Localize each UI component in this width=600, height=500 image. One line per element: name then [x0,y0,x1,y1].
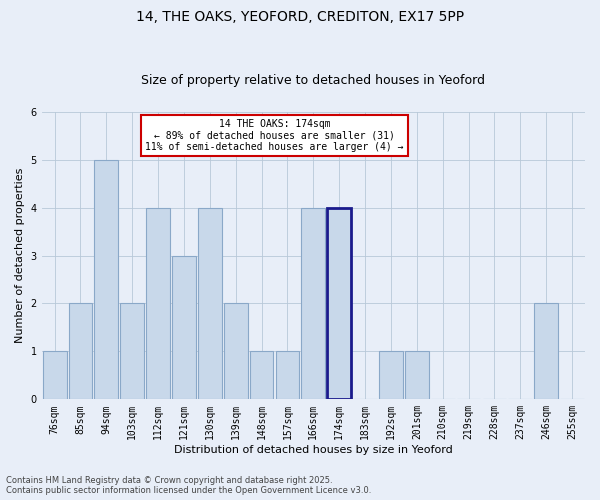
Text: Contains HM Land Registry data © Crown copyright and database right 2025.
Contai: Contains HM Land Registry data © Crown c… [6,476,371,495]
Bar [328,208,351,400]
Bar [301,208,325,400]
Bar [250,352,274,400]
Y-axis label: Number of detached properties: Number of detached properties [15,168,25,343]
X-axis label: Distribution of detached houses by size in Yeoford: Distribution of detached houses by size … [174,445,453,455]
Bar [121,304,144,400]
Text: 14 THE OAKS: 174sqm
← 89% of detached houses are smaller (31)
11% of semi-detach: 14 THE OAKS: 174sqm ← 89% of detached ho… [145,119,404,152]
Bar [379,352,403,400]
Bar [275,352,299,400]
Bar [405,352,429,400]
Bar [198,208,222,400]
Title: Size of property relative to detached houses in Yeoford: Size of property relative to detached ho… [142,74,485,87]
Bar [68,304,92,400]
Bar [94,160,118,400]
Bar [534,304,558,400]
Bar [43,352,67,400]
Bar [172,256,196,400]
Bar [146,208,170,400]
Bar [224,304,248,400]
Text: 14, THE OAKS, YEOFORD, CREDITON, EX17 5PP: 14, THE OAKS, YEOFORD, CREDITON, EX17 5P… [136,10,464,24]
